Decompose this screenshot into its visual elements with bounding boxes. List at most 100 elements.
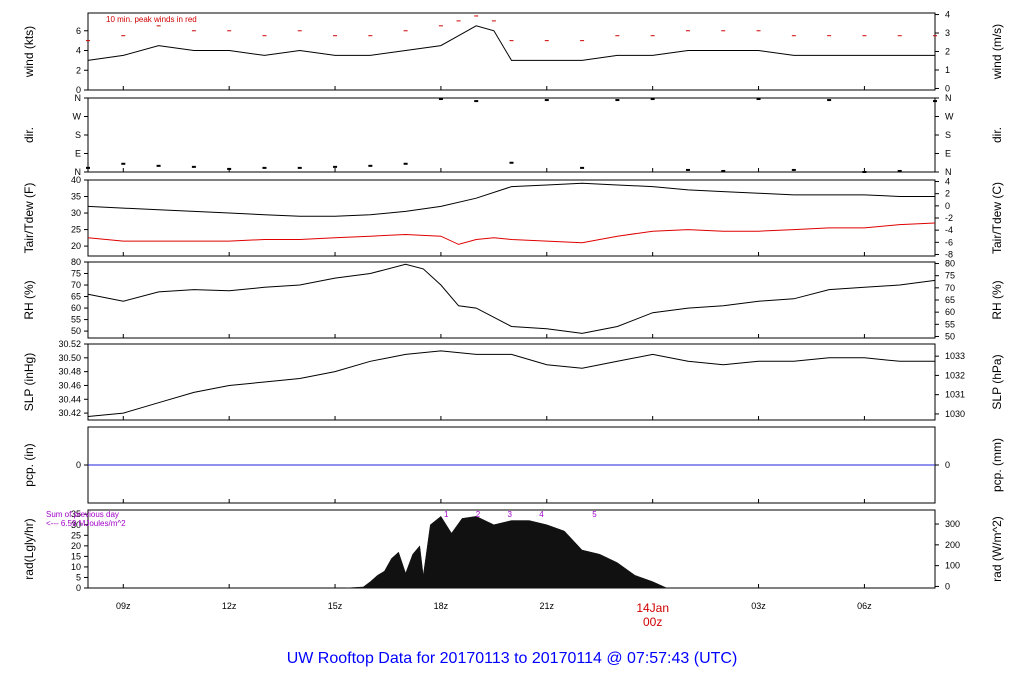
pressure-left-axis-title: SLP (inHg) <box>22 353 36 411</box>
rh-right-tick-label: 55 <box>945 319 955 329</box>
wind-direction-point <box>756 98 761 101</box>
radiation-left-tick-label: 10 <box>71 562 81 572</box>
radiation-peak-label: 4 <box>539 510 544 519</box>
dir-right-tick-label: N <box>945 167 952 177</box>
dir-left-tick-label: E <box>75 149 81 159</box>
temperature-left-tick-label: 30 <box>71 208 81 218</box>
pressure-plot-frame <box>87 343 936 421</box>
radiation-right-tick-label: 100 <box>945 561 960 571</box>
precip-left-tick-label: 0 <box>76 460 81 470</box>
radiation-right-tick-label: 200 <box>945 540 960 550</box>
temperature-left-axis-title: Tair/Tdew (F) <box>22 183 36 254</box>
pressure-right-tick-label: 1033 <box>945 351 965 361</box>
rh-right-tick-label: 50 <box>945 331 955 341</box>
temperature-left-tick-label: 40 <box>71 175 81 185</box>
radiation-right-tick-label: 300 <box>945 519 960 529</box>
pressure-left-tick-label: 30.42 <box>58 408 81 418</box>
pressure-right-tick-label: 1031 <box>945 390 965 400</box>
dir-left-tick-label: N <box>75 167 82 177</box>
pressure-right-tick-label: 1030 <box>945 409 965 419</box>
wind-direction-point <box>403 162 408 165</box>
dir-plot-frame <box>87 97 936 173</box>
rh-left-tick-label: 50 <box>71 326 81 336</box>
rh-left-tick-label: 65 <box>71 292 81 302</box>
wind-direction-point <box>86 166 90 169</box>
x-tick-label: 03z <box>751 601 766 611</box>
rh-right-tick-label: 60 <box>945 307 955 317</box>
rh-left-tick-label: 55 <box>71 315 81 325</box>
wind-left-axis-title: wind (kts) <box>22 26 36 78</box>
x-tick-label: 15z <box>328 601 343 611</box>
wind-direction-point <box>544 99 549 102</box>
dir-left-tick-label: N <box>75 93 82 103</box>
wind-direction-point <box>474 100 479 103</box>
wind-right-tick-label: 1 <box>945 65 950 75</box>
radiation-right-tick-label: 0 <box>945 581 950 591</box>
wind-direction-point <box>368 164 373 167</box>
dir-right-tick-label: E <box>945 149 951 159</box>
radiation-sum-note: Sum of previous day <box>46 510 119 519</box>
temperature-left-tick-label: 25 <box>71 225 81 235</box>
wind-direction-point <box>121 162 126 165</box>
precip-right-axis-title: pcp. (mm) <box>990 438 1004 492</box>
wind-left-tick-label: 0 <box>76 85 81 95</box>
x-tick-label: 12z <box>222 601 237 611</box>
temperature-right-axis-title: Tair/Tdew (C) <box>990 182 1004 254</box>
temperature-left-tick-label: 20 <box>71 241 81 251</box>
x-tick-label: 18z <box>434 601 449 611</box>
x-tick-label: 00z <box>643 615 662 629</box>
wind-direction-point <box>897 169 902 172</box>
radiation-peak-label: 5 <box>592 510 597 519</box>
wind-direction-point <box>650 98 655 101</box>
x-tick-label: 21z <box>540 601 555 611</box>
rh-left-axis-title: RH (%) <box>22 280 36 319</box>
wind-series-line <box>87 25 935 61</box>
wind-left-tick-label: 2 <box>76 65 81 75</box>
pressure-left-tick-label: 30.52 <box>58 339 81 349</box>
chart-footer-title: UW Rooftop Data for 20170113 to 20170114… <box>286 650 738 667</box>
temperature-right-tick-label: -2 <box>945 213 953 223</box>
radiation-area <box>345 515 667 589</box>
wind-direction-point <box>615 99 620 102</box>
wind-direction-point <box>580 166 585 169</box>
wind-direction-point <box>438 98 443 101</box>
radiation-left-tick-label: 25 <box>71 530 81 540</box>
dir-left-axis-title: dir. <box>22 127 36 143</box>
wind-left-tick-label: 4 <box>76 46 81 56</box>
pressure-right-axis-title: SLP (hPa) <box>990 354 1004 409</box>
rh-right-tick-label: 80 <box>945 259 955 269</box>
wind-right-tick-label: 2 <box>945 47 950 57</box>
temperature-right-tick-label: -8 <box>945 249 953 259</box>
rh-right-tick-label: 75 <box>945 271 955 281</box>
radiation-sum-note: <--- 6.59 MJoules/m^2 <box>46 519 126 528</box>
temperature-right-tick-label: 2 <box>945 189 950 199</box>
temperature-right-tick-label: 4 <box>945 177 950 187</box>
wind-direction-point <box>509 161 514 164</box>
pressure-left-tick-label: 30.50 <box>58 353 81 363</box>
x-tick-label: 09z <box>116 601 131 611</box>
rh-left-tick-label: 70 <box>71 280 81 290</box>
rh-left-tick-label: 75 <box>71 269 81 279</box>
wind-direction-point <box>297 166 302 169</box>
rh-right-tick-label: 65 <box>945 295 955 305</box>
date-label: 14Jan <box>636 601 669 615</box>
pressure-right-tick-label: 1032 <box>945 370 965 380</box>
dir-right-axis-title: dir. <box>990 127 1004 143</box>
wind-direction-point <box>156 164 161 167</box>
wind-right-tick-label: 3 <box>945 28 950 38</box>
wind-direction-point <box>227 167 232 170</box>
radiation-left-tick-label: 15 <box>71 551 81 561</box>
radiation-peak-label: 2 <box>476 510 481 519</box>
radiation-left-tick-label: 30 <box>71 520 81 530</box>
temperature-left-tick-label: 35 <box>71 192 81 202</box>
temperature-series-line <box>87 182 935 217</box>
wind-right-tick-label: 0 <box>945 83 950 93</box>
radiation-left-tick-label: 20 <box>71 541 81 551</box>
wind-direction-point <box>333 165 338 168</box>
wind-right-axis-title: wind (m/s) <box>990 24 1004 80</box>
wind-direction-point <box>721 169 726 172</box>
x-tick-label: 06z <box>857 601 872 611</box>
wind-direction-point <box>933 100 937 103</box>
rh-left-tick-label: 80 <box>71 257 81 267</box>
